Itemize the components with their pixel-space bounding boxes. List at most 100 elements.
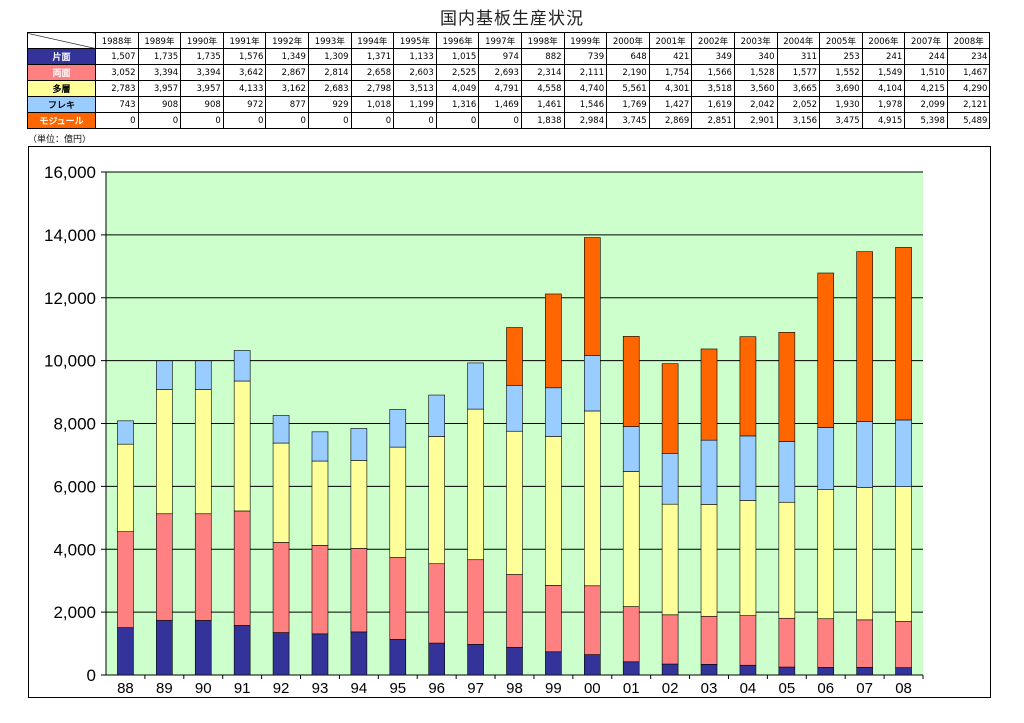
x-tick-label: 97 [467, 680, 484, 697]
bar-segment [817, 489, 835, 620]
table-cell: 1,838 [520, 112, 565, 129]
bar-segment [700, 348, 718, 441]
table-cell: 3,745 [606, 112, 650, 129]
table-cell: 2,052 [776, 96, 821, 113]
bar-segment [739, 664, 757, 676]
bar-segment [895, 621, 912, 668]
table-cell: 1,349 [265, 48, 309, 65]
table-cell: 244 [904, 48, 948, 65]
bar-segment [584, 237, 601, 356]
bar-segment [545, 387, 562, 437]
x-tick-label: 98 [506, 680, 523, 697]
bar-segment [856, 251, 873, 422]
table-row: フレキ 743 908 908 972 877 929 1,018 1,199 1,316 1,46… [27, 96, 991, 113]
bar-segment [856, 619, 873, 668]
table-cell: 2,984 [563, 112, 608, 129]
table-cell: 972 [222, 96, 267, 113]
x-tick-label: 02 [662, 680, 679, 697]
table-cell: 0 [95, 112, 139, 129]
table-cell: 0 [222, 112, 267, 129]
table-cell: 5,489 [946, 112, 991, 129]
table-year-header: 1988年 [95, 32, 139, 49]
table-year-header: 1995年 [393, 32, 437, 49]
table-year-header: 1994年 [350, 32, 395, 49]
table-year-header: 2005年 [819, 32, 863, 49]
table-year-header: 2008年 [946, 32, 991, 49]
table-cell: 1,546 [563, 96, 608, 113]
bar-segment [895, 486, 912, 622]
table-cell: 0 [435, 112, 480, 129]
table-cell: 2,525 [435, 64, 480, 81]
table-cell: 2,603 [393, 64, 437, 81]
bar-segment [311, 633, 329, 676]
table-cell: 1,309 [307, 48, 352, 65]
bar-segment [584, 585, 601, 655]
bar-segment [311, 545, 329, 635]
bar-segment [272, 442, 290, 543]
table-cell: 2,314 [520, 64, 565, 81]
table-cell: 253 [819, 48, 863, 65]
x-tick-label: 93 [312, 680, 329, 697]
table-cell: 3,162 [265, 80, 309, 97]
table-cell: 349 [691, 48, 735, 65]
table-cell: 743 [95, 96, 139, 113]
table-corner-cell [27, 32, 96, 49]
bar-segment [272, 632, 290, 676]
table-year-header: 1989年 [137, 32, 182, 49]
table-row: 多層 2,783 3,957 3,957 4,133 3,162 2,683 2,798 3,5… [27, 80, 991, 97]
bar-segment [156, 513, 173, 621]
table-cell: 1,769 [606, 96, 650, 113]
table-cell: 1,754 [648, 64, 693, 81]
bar-segment [194, 513, 212, 621]
bar-segment [311, 460, 329, 546]
table-cell: 4,740 [563, 80, 608, 97]
table-cell: 3,665 [776, 80, 821, 97]
bar-segment [700, 439, 718, 505]
bar-segment [156, 620, 173, 676]
bar-segment [156, 389, 173, 515]
bar-segment [272, 415, 290, 444]
chart-frame: 0 2,000 4,000 6,000 8,000 10,000 12,000 14,000 1… [28, 146, 991, 698]
bar-segment [389, 639, 407, 676]
table-cell: 1,735 [137, 48, 182, 65]
bar-segment [428, 394, 445, 437]
table-cell: 3,957 [180, 80, 224, 97]
table-cell: 3,513 [393, 80, 437, 97]
table-cell: 2,869 [648, 112, 693, 129]
table-year-header: 1992年 [265, 32, 309, 49]
table-cell: 2,867 [265, 64, 309, 81]
table-cell: 2,783 [95, 80, 139, 97]
x-tick-label: 05 [778, 680, 795, 697]
x-tick-label: 99 [545, 680, 562, 697]
table-cell: 4,104 [861, 80, 906, 97]
x-tick-label: 06 [817, 680, 834, 697]
table-cell: 1,015 [435, 48, 480, 65]
table-year-header: 1996年 [435, 32, 480, 49]
bar-segment [467, 644, 484, 676]
table-cell: 0 [393, 112, 437, 129]
bar-segment [233, 510, 251, 626]
bar-segment [661, 363, 679, 454]
bar-segment [233, 350, 251, 382]
x-tick-label: 07 [856, 680, 873, 697]
bar-segment [467, 408, 484, 561]
x-tick-label: 03 [701, 680, 718, 697]
table-cell: 2,042 [733, 96, 778, 113]
bar-segment [778, 441, 796, 503]
bar-segment [350, 548, 368, 633]
table-cell: 2,693 [478, 64, 522, 81]
table-year-header: 1997年 [478, 32, 522, 49]
table-cell: 974 [478, 48, 522, 65]
bar-segment [778, 332, 796, 442]
table-cell: 1,427 [648, 96, 693, 113]
table-cell: 4,215 [904, 80, 948, 97]
table-cell: 2,683 [307, 80, 352, 97]
bar-segment [584, 355, 601, 412]
table-year-header: 1998年 [520, 32, 565, 49]
x-tick-label: 04 [740, 680, 757, 697]
bar-segment [389, 409, 407, 448]
bar-segment [194, 620, 212, 676]
bar-segment [856, 667, 873, 676]
table-cell: 1,577 [776, 64, 821, 81]
table-cell: 4,049 [435, 80, 480, 97]
